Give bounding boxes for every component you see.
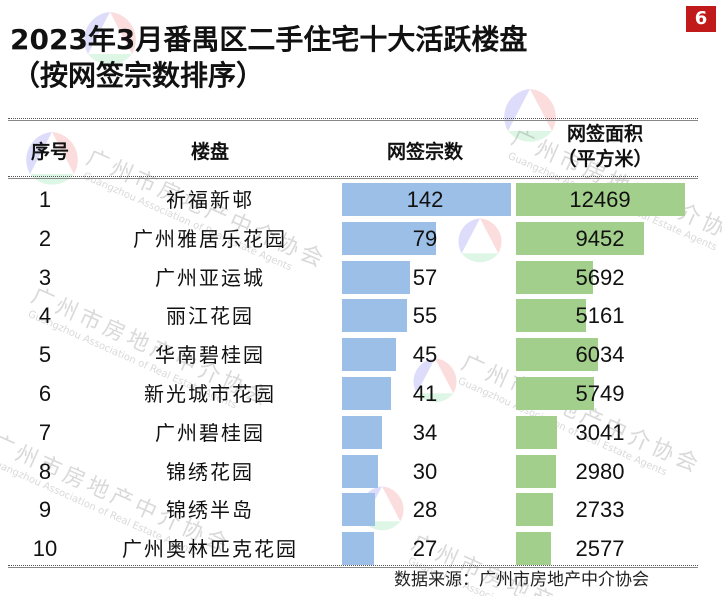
area-value: 9452 bbox=[575, 225, 625, 251]
count-value: 30 bbox=[412, 458, 438, 484]
header-rank: 序号 bbox=[30, 141, 69, 163]
count-value: 55 bbox=[412, 303, 438, 329]
project-cell: 广州雅居乐花园 bbox=[133, 226, 287, 251]
page-title: 2023年3月番禺区二手住宅十大活跃楼盘 （按网签宗数排序） bbox=[10, 22, 527, 94]
area-value: 3041 bbox=[575, 419, 625, 445]
title-line-2: （按网签宗数排序） bbox=[12, 59, 265, 92]
count-value: 34 bbox=[412, 419, 438, 445]
project-cell: 广州碧桂园 bbox=[155, 420, 265, 445]
rank-cell: 1 bbox=[38, 187, 52, 212]
rank-cell: 8 bbox=[38, 458, 52, 484]
area-bar bbox=[516, 299, 586, 333]
area-value: 6034 bbox=[575, 342, 625, 368]
count-value: 57 bbox=[412, 264, 438, 290]
project-cell: 锦绣花园 bbox=[166, 459, 254, 484]
rank-cell: 2 bbox=[38, 225, 52, 251]
header-count: 网签宗数 bbox=[386, 141, 463, 163]
header-area: 网签面积 （平方米） bbox=[530, 122, 680, 172]
area-value: 12469 bbox=[569, 187, 631, 212]
count-value: 28 bbox=[412, 497, 438, 523]
count-bar bbox=[342, 338, 396, 372]
count-bar bbox=[342, 493, 375, 527]
rank-cell: 9 bbox=[38, 497, 52, 523]
page-number-badge: 6 bbox=[686, 6, 716, 32]
table-row: 10 广州奥林匹克花园 27 2577 bbox=[0, 530, 722, 569]
area-bar bbox=[516, 183, 685, 216]
area-bar bbox=[516, 260, 593, 294]
rank-cell: 4 bbox=[38, 303, 52, 329]
title-line-1: 2023年3月番禺区二手住宅十大活跃楼盘 bbox=[10, 23, 528, 56]
area-bar bbox=[516, 377, 594, 410]
rank-cell: 3 bbox=[38, 264, 52, 290]
table-row: 5 华南碧桂园 45 6034 bbox=[0, 336, 722, 375]
area-value: 5749 bbox=[575, 381, 625, 406]
area-bar bbox=[516, 415, 557, 449]
count-value: 79 bbox=[412, 225, 438, 251]
area-value: 2577 bbox=[575, 536, 625, 562]
rank-cell: 6 bbox=[38, 381, 52, 406]
rank-cell: 10 bbox=[32, 536, 58, 562]
project-cell: 华南碧桂园 bbox=[155, 343, 265, 368]
table-row: 6 新光城市花园 41 5749 bbox=[0, 375, 722, 414]
table-bottom-rule bbox=[8, 565, 698, 568]
table-row: 2 广州雅居乐花园 79 9452 bbox=[0, 220, 722, 259]
rank-cell: 5 bbox=[38, 342, 52, 368]
header-project: 楼盘 bbox=[190, 141, 229, 163]
header-area-line-1: 网签面积 bbox=[566, 123, 643, 145]
count-value: 45 bbox=[412, 342, 438, 368]
project-cell: 锦绣半岛 bbox=[166, 498, 254, 523]
count-value: 27 bbox=[412, 536, 438, 562]
area-bar bbox=[516, 338, 598, 372]
area-value: 2980 bbox=[575, 458, 625, 484]
area-value: 5692 bbox=[575, 264, 625, 290]
count-bar bbox=[342, 221, 436, 255]
area-value: 5161 bbox=[575, 303, 625, 329]
table-header-rule bbox=[8, 176, 698, 179]
count-bar bbox=[342, 415, 382, 449]
project-cell: 祈福新邨 bbox=[166, 188, 254, 212]
count-bar bbox=[342, 377, 391, 410]
count-bar bbox=[342, 532, 374, 566]
project-cell: 广州奥林匹克花园 bbox=[122, 537, 298, 562]
table-row: 9 锦绣半岛 28 2733 bbox=[0, 491, 722, 530]
count-value: 142 bbox=[406, 187, 444, 212]
table-row: 7 广州碧桂园 34 3041 bbox=[0, 414, 722, 453]
area-bar bbox=[516, 454, 556, 488]
count-bar bbox=[342, 260, 410, 294]
project-cell: 新光城市花园 bbox=[144, 382, 276, 406]
area-bar bbox=[516, 221, 644, 255]
area-bar bbox=[516, 532, 551, 566]
header-area-line-2: （平方米） bbox=[557, 148, 653, 170]
table-row: 8 锦绣花园 30 2980 bbox=[0, 453, 722, 492]
table-row: 1 祈福新邨 142 12469 bbox=[0, 181, 722, 220]
count-bar bbox=[342, 299, 407, 333]
count-value: 41 bbox=[412, 381, 438, 406]
rank-cell: 7 bbox=[38, 419, 52, 445]
table-row: 4 丽江花园 55 5161 bbox=[0, 297, 722, 336]
area-bar bbox=[516, 493, 553, 527]
table-row: 3 广州亚运城 57 5692 bbox=[0, 259, 722, 298]
area-value: 2733 bbox=[575, 497, 625, 523]
data-source: 数据来源：广州市房地产中介协会 bbox=[394, 570, 649, 590]
project-cell: 丽江花园 bbox=[166, 304, 254, 329]
count-bar bbox=[342, 183, 511, 216]
table-top-rule bbox=[8, 118, 698, 121]
count-bar bbox=[342, 454, 378, 488]
project-cell: 广州亚运城 bbox=[155, 265, 265, 290]
